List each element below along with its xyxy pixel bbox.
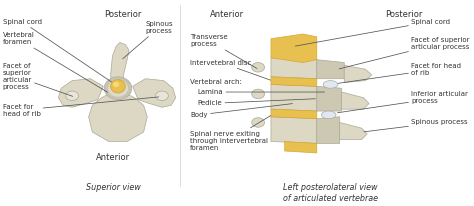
Polygon shape <box>271 58 317 79</box>
Text: Posterior: Posterior <box>104 10 141 19</box>
Text: Superior view: Superior view <box>86 183 141 192</box>
Polygon shape <box>317 117 340 143</box>
Text: Facet for head
of rib: Facet for head of rib <box>332 63 461 84</box>
Ellipse shape <box>113 82 119 87</box>
Ellipse shape <box>110 80 125 93</box>
Polygon shape <box>341 92 369 109</box>
Text: Facet of superior
articular process: Facet of superior articular process <box>339 37 470 69</box>
Ellipse shape <box>323 81 338 88</box>
Ellipse shape <box>321 111 336 119</box>
Text: Left posterolateral view
of articulated vertebrae: Left posterolateral view of articulated … <box>283 183 378 203</box>
Text: Pedicle: Pedicle <box>198 99 315 107</box>
Polygon shape <box>58 79 103 107</box>
Polygon shape <box>317 86 341 111</box>
Text: Facet for
head of rib: Facet for head of rib <box>2 97 159 117</box>
Ellipse shape <box>252 89 264 99</box>
Text: Spinal nerve exiting
through intervertebral
foramen: Spinal nerve exiting through interverteb… <box>191 116 271 151</box>
Polygon shape <box>271 77 317 86</box>
Text: Lamina: Lamina <box>198 89 325 95</box>
Polygon shape <box>285 142 317 153</box>
Polygon shape <box>271 34 317 63</box>
Polygon shape <box>271 84 317 111</box>
Ellipse shape <box>252 118 264 127</box>
Ellipse shape <box>108 80 128 97</box>
Polygon shape <box>110 43 129 91</box>
Text: Vertebral
foramen: Vertebral foramen <box>2 32 108 92</box>
Text: Body: Body <box>191 104 292 118</box>
Text: Vertebral arch:: Vertebral arch: <box>191 79 242 85</box>
Text: Spinous process: Spinous process <box>364 119 468 132</box>
Polygon shape <box>344 65 372 83</box>
Polygon shape <box>340 123 367 140</box>
Text: Anterior: Anterior <box>210 10 244 19</box>
Text: Inferior articular
process: Inferior articular process <box>337 91 468 113</box>
Text: Anterior: Anterior <box>96 153 130 162</box>
Text: Spinal cord: Spinal cord <box>2 19 117 85</box>
Ellipse shape <box>155 91 168 101</box>
Text: Transverse
process: Transverse process <box>191 34 257 69</box>
Text: Intervetebral disc: Intervetebral disc <box>191 60 271 80</box>
Polygon shape <box>271 109 317 119</box>
Ellipse shape <box>252 63 264 72</box>
Polygon shape <box>89 94 147 142</box>
Ellipse shape <box>66 91 79 101</box>
Ellipse shape <box>104 77 132 100</box>
Polygon shape <box>317 60 344 79</box>
Polygon shape <box>271 117 317 143</box>
Text: Facet of
superior
articular
process: Facet of superior articular process <box>2 63 73 96</box>
Polygon shape <box>133 79 176 107</box>
Text: Spinous
process: Spinous process <box>123 21 173 59</box>
Text: Posterior: Posterior <box>385 10 422 19</box>
Text: Spinal cord: Spinal cord <box>295 19 450 46</box>
